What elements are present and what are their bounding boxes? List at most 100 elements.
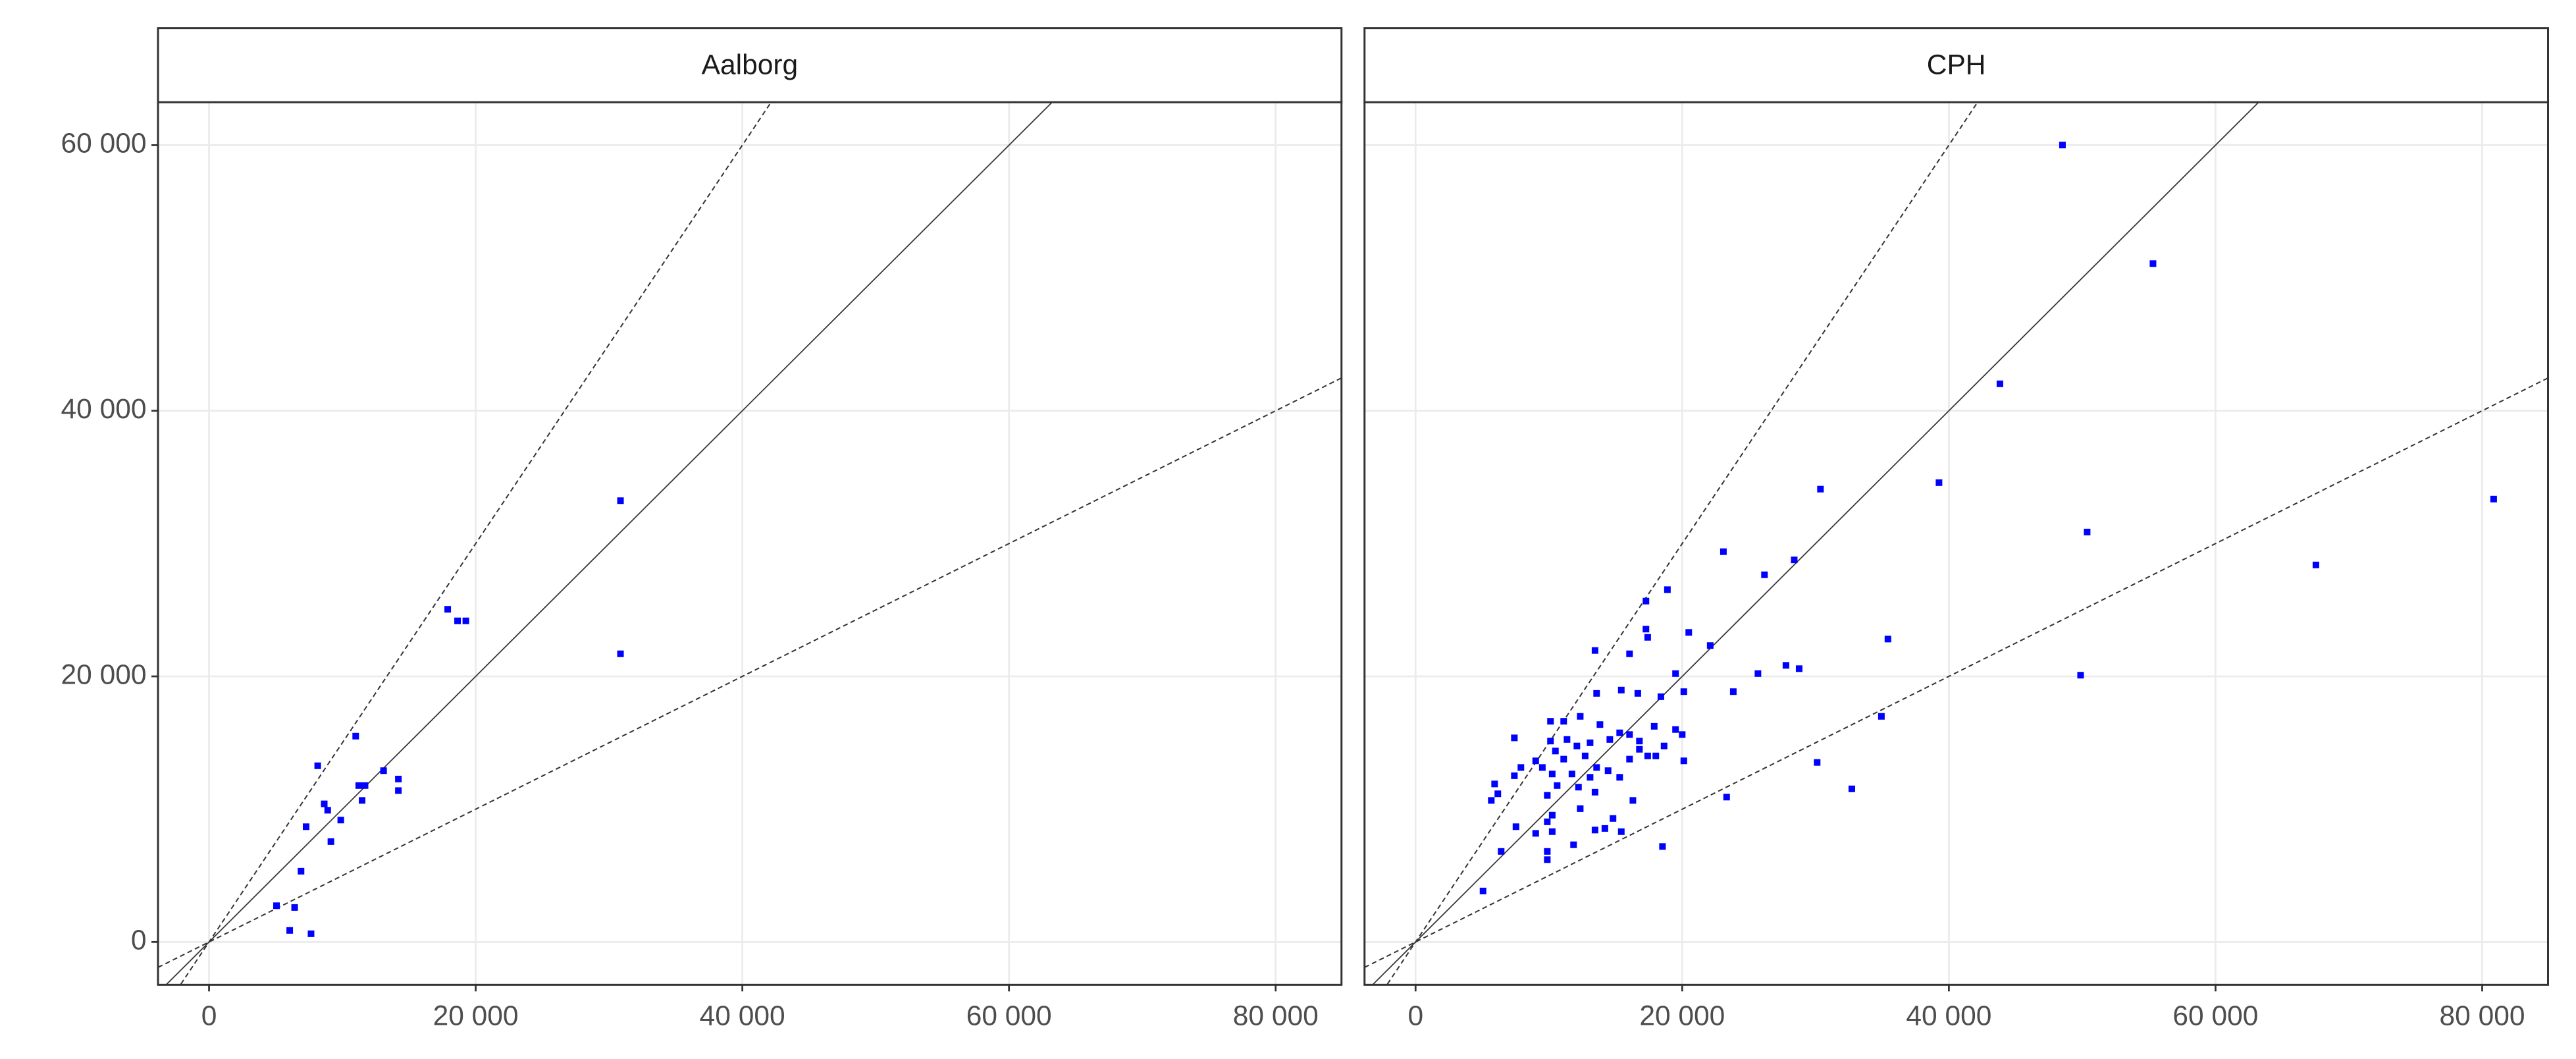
point <box>1494 790 1502 798</box>
x-tick-label: 40 000 <box>1906 1001 1991 1032</box>
point <box>1996 380 2003 387</box>
point <box>1672 726 1679 733</box>
point <box>1544 818 1551 825</box>
point <box>352 732 359 740</box>
y-tick-label: 60 000 <box>61 128 147 159</box>
point <box>321 800 328 807</box>
panel-background <box>1364 102 2548 985</box>
point <box>1610 815 1617 822</box>
point <box>1679 731 1686 738</box>
point <box>1629 797 1637 804</box>
y-tick-label: 40 000 <box>61 394 147 425</box>
point <box>1782 662 1789 669</box>
point <box>1498 848 1505 855</box>
point <box>1795 665 1802 672</box>
point <box>2149 260 2157 267</box>
point <box>1680 757 1687 765</box>
point <box>1554 782 1561 789</box>
reference-line <box>158 377 1342 968</box>
point <box>395 787 402 794</box>
point <box>324 807 331 814</box>
x-tick-label: 80 000 <box>1233 1001 1319 1032</box>
point <box>1660 742 1668 749</box>
point <box>2312 561 2319 568</box>
point <box>617 497 624 504</box>
point <box>1626 755 1633 763</box>
point <box>1544 792 1551 799</box>
point <box>1604 767 1612 774</box>
point <box>1626 650 1633 657</box>
panel: CPH 0 20 000 40 000 60 000 80 000 <box>1363 27 2549 1032</box>
point <box>1570 841 1577 848</box>
point <box>307 930 315 937</box>
point <box>1616 774 1623 781</box>
point <box>1636 738 1643 745</box>
point <box>1652 752 1660 759</box>
point <box>1573 742 1581 749</box>
point <box>1479 887 1486 894</box>
point <box>1491 780 1498 788</box>
point <box>1848 785 1855 792</box>
point <box>1544 848 1551 855</box>
point <box>1644 634 1651 641</box>
point <box>1581 752 1589 759</box>
point <box>1729 688 1737 695</box>
point <box>1617 686 1625 693</box>
point <box>454 617 461 624</box>
point <box>1606 736 1614 743</box>
point <box>337 817 344 824</box>
point <box>314 762 321 769</box>
point <box>1512 823 1519 830</box>
point <box>327 838 334 845</box>
point <box>1548 828 1556 835</box>
point <box>1601 825 1608 832</box>
strip <box>157 27 1343 103</box>
point <box>1643 597 1650 605</box>
reference-line <box>165 102 1053 985</box>
reference-line <box>1364 377 2548 968</box>
point <box>462 617 469 624</box>
panel-background <box>158 102 1342 985</box>
point <box>1685 629 1693 636</box>
point <box>1532 757 1539 765</box>
point <box>1547 718 1554 725</box>
point <box>1548 771 1556 778</box>
point <box>1591 827 1598 834</box>
point <box>1591 647 1598 654</box>
point <box>1878 713 1885 720</box>
point <box>1626 731 1633 738</box>
point <box>298 867 305 875</box>
x-tick-label: 40 000 <box>700 1001 785 1032</box>
point <box>1511 772 1518 779</box>
y-tick-label: 0 <box>131 925 147 956</box>
x-tick-label: 0 <box>201 1001 217 1032</box>
point <box>1532 830 1539 837</box>
point <box>1754 670 1762 677</box>
point <box>273 902 280 910</box>
point <box>1761 571 1768 578</box>
point <box>1552 747 1559 755</box>
point <box>1538 764 1546 771</box>
point <box>1814 759 1821 766</box>
reference-lines <box>158 102 1342 985</box>
point <box>1644 752 1651 759</box>
point <box>444 606 452 613</box>
x-tick-label: 60 000 <box>2172 1001 2258 1032</box>
points <box>273 497 624 937</box>
x-tick-label: 80 000 <box>2439 1001 2525 1032</box>
strip-label: CPH <box>1927 50 1986 81</box>
point <box>291 904 298 911</box>
point <box>1791 557 1798 564</box>
x-tick-label: 20 000 <box>1639 1001 1725 1032</box>
point <box>355 782 362 789</box>
point <box>1564 736 1571 743</box>
point <box>1672 670 1679 677</box>
points <box>1479 142 2497 894</box>
point <box>1617 828 1625 835</box>
point <box>380 767 387 774</box>
point <box>1596 721 1604 728</box>
point <box>1544 856 1551 863</box>
panel: Aalborg 0 20 000 40 000 60 000 80 000 0 20 000 4… <box>61 27 1343 1032</box>
point <box>2084 528 2091 535</box>
point <box>1659 843 1666 850</box>
